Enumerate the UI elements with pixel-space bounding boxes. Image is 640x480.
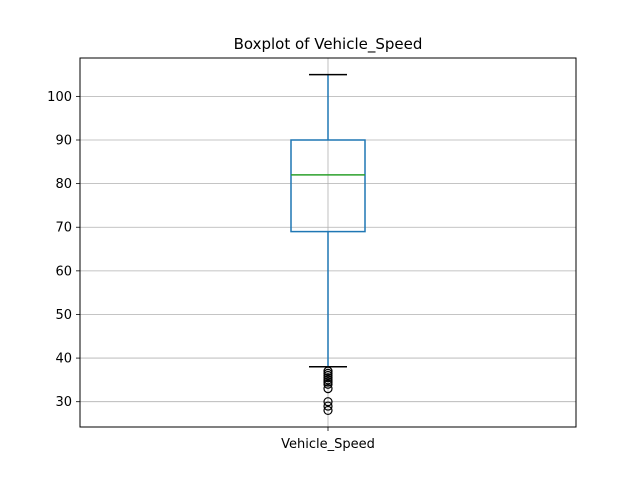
outlier-point: [323, 384, 333, 394]
outlier-point: [323, 401, 333, 411]
chart-title: Boxplot of Vehicle_Speed: [234, 35, 423, 54]
outlier-point: [323, 405, 333, 416]
y-tick-label: 60: [55, 264, 72, 279]
outlier-point: [323, 397, 333, 407]
outlier-point: [323, 379, 333, 389]
y-tick-label: 50: [55, 308, 72, 323]
x-tick-label: Vehicle_Speed: [281, 437, 375, 452]
y-tick-label: 30: [55, 395, 72, 410]
y-tick-label: 100: [47, 90, 72, 105]
y-tick-label: 40: [55, 352, 72, 367]
axes: 30 40 50 60 70 80 90 100 Vehicle_Speed: [47, 57, 577, 452]
y-tick-label: 70: [55, 221, 72, 236]
y-tick-label: 90: [55, 134, 72, 149]
y-tick-label: 80: [55, 177, 72, 192]
iqr-box: [290, 139, 366, 233]
plot-marks: [290, 73, 366, 416]
